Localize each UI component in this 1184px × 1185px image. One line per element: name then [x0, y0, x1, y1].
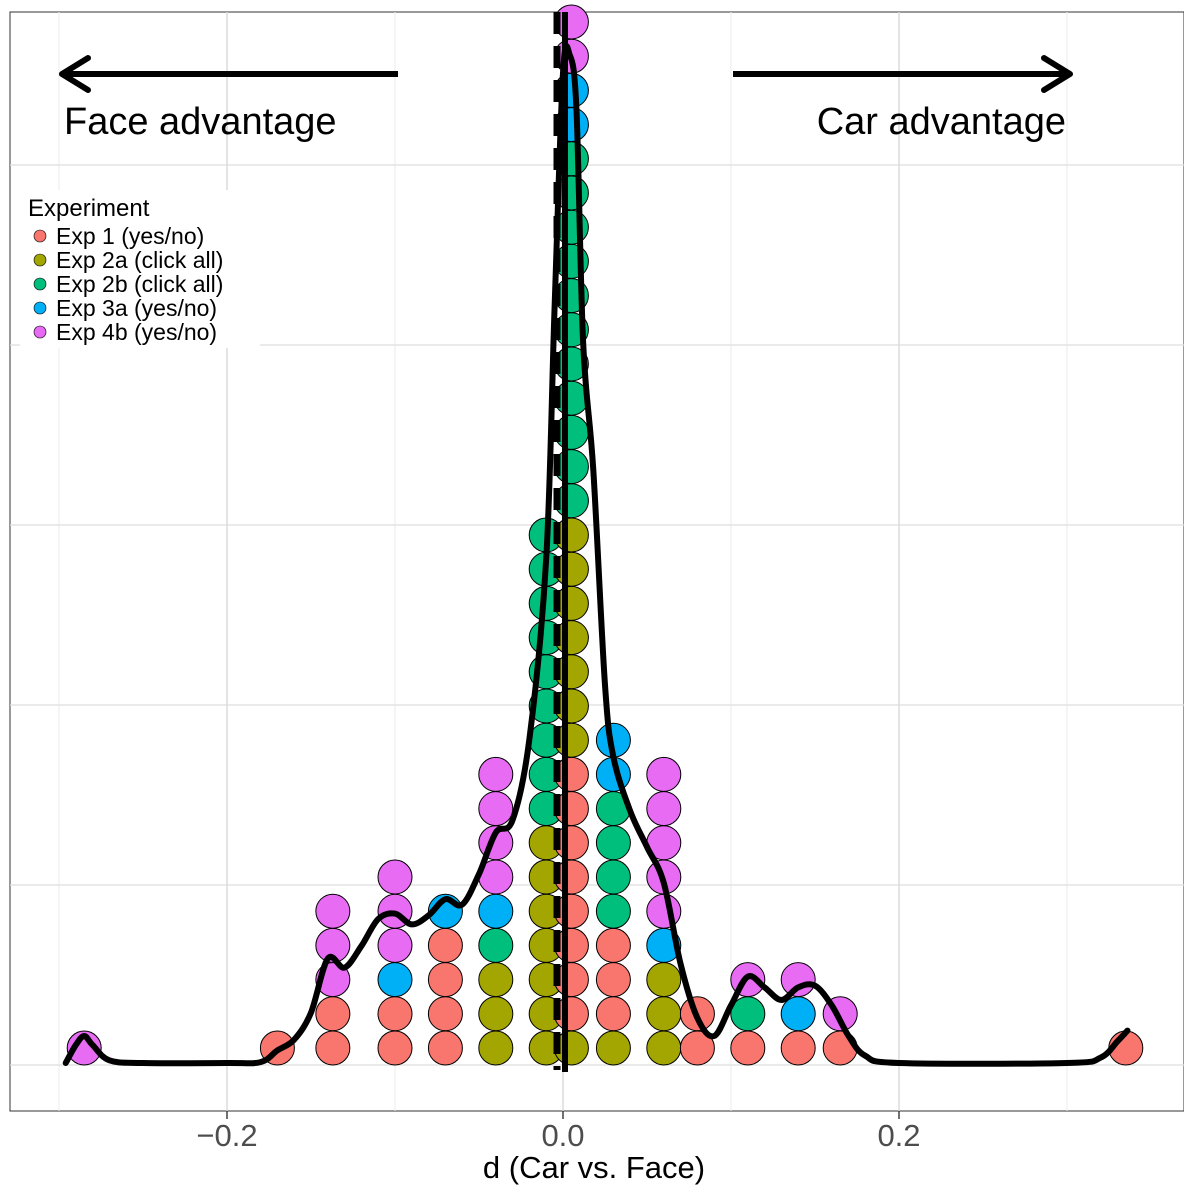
dot-point	[595, 927, 631, 963]
dot-point	[377, 1030, 413, 1066]
dot-point	[315, 1030, 351, 1066]
legend-key	[33, 229, 47, 243]
dot-point	[595, 962, 631, 998]
dot-point	[646, 996, 682, 1032]
dot-point	[478, 1030, 514, 1066]
legend: Experiment Exp 1 (yes/no)Exp 2a (click a…	[20, 190, 260, 348]
dot-point	[780, 996, 816, 1032]
dot-point	[780, 962, 816, 998]
legend-key	[33, 301, 47, 315]
dot-point	[478, 791, 514, 827]
right-arrowhead	[1041, 55, 1073, 93]
legend-key	[33, 277, 47, 291]
dot-point	[377, 996, 413, 1032]
car-advantage-label: Car advantage	[817, 101, 1066, 143]
dot-point	[595, 893, 631, 929]
legend-label: Exp 2a (click all)	[56, 247, 223, 273]
legend-background	[20, 190, 260, 348]
dot-point	[377, 859, 413, 895]
legend-label: Exp 1 (yes/no)	[56, 223, 204, 249]
dot-point	[478, 756, 514, 792]
dot-point	[315, 893, 351, 929]
legend-title: Experiment	[28, 195, 150, 222]
dot-point	[478, 893, 514, 929]
dot-point	[646, 1030, 682, 1066]
legend-key	[33, 325, 47, 339]
dot-point	[427, 962, 463, 998]
dot-point	[478, 996, 514, 1032]
dot-point	[595, 1030, 631, 1066]
dot-point	[595, 859, 631, 895]
dot-point	[646, 962, 682, 998]
dot-point	[478, 927, 514, 963]
dot-point	[478, 962, 514, 998]
face-advantage-label: Face advantage	[64, 101, 337, 143]
dot-point	[780, 1030, 816, 1066]
dot-point	[66, 1030, 102, 1066]
left-arrowhead	[59, 55, 91, 93]
dot-point	[646, 893, 682, 929]
dot-point	[377, 927, 413, 963]
x-tick-label: 0.0	[541, 1118, 584, 1153]
x-tick-label: −0.2	[196, 1118, 257, 1153]
x-axis-title: d (Car vs. Face)	[483, 1150, 705, 1185]
dot-point	[595, 996, 631, 1032]
x-tick-label: 0.2	[877, 1118, 920, 1153]
dot-point	[730, 1030, 766, 1066]
dot-point	[427, 927, 463, 963]
dot-point	[646, 756, 682, 792]
dot-point	[595, 825, 631, 861]
dot-point	[646, 791, 682, 827]
dot-point	[427, 996, 463, 1032]
legend-label: Exp 2b (click all)	[56, 271, 223, 297]
annotation-arrows	[59, 55, 1073, 93]
reference-line-layer	[553, 12, 568, 1072]
legend-key	[33, 253, 47, 267]
dot-point	[427, 1030, 463, 1066]
x-axis: −0.2 0.0 0.2	[196, 1111, 921, 1153]
legend-label: Exp 4b (yes/no)	[56, 319, 217, 345]
legend-label: Exp 3a (yes/no)	[56, 295, 217, 321]
dot-point	[315, 996, 351, 1032]
dot-point	[377, 962, 413, 998]
